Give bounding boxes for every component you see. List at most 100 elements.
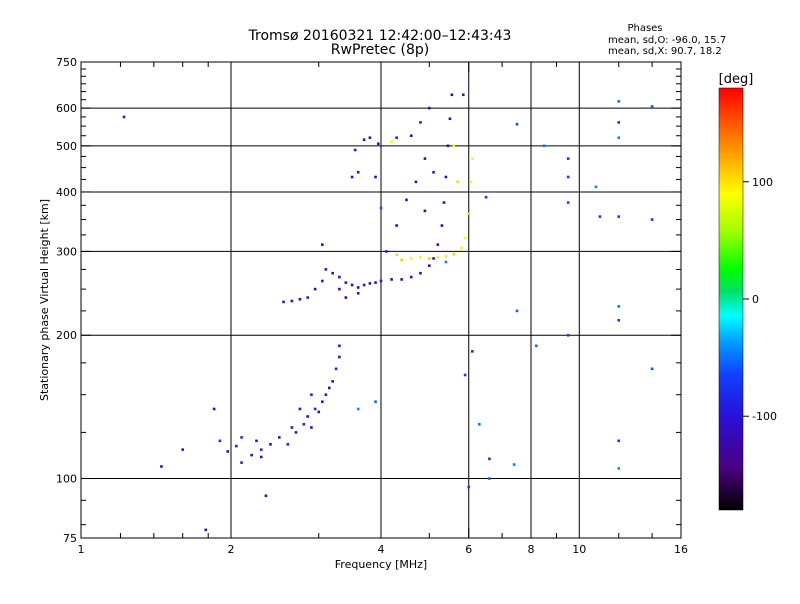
- data-point: [306, 296, 309, 299]
- data-point: [409, 275, 413, 279]
- data-point: [594, 185, 598, 189]
- data-point: [376, 142, 380, 146]
- data-point: [566, 157, 570, 160]
- data-point: [432, 170, 435, 174]
- data-point: [298, 297, 302, 301]
- x-tick-label: 10: [572, 543, 586, 556]
- colorbar-tick-label: 0: [752, 293, 759, 306]
- colorbar: [718, 87, 744, 511]
- data-point: [374, 175, 377, 179]
- legend-title: Phases: [627, 23, 662, 34]
- data-point: [290, 426, 294, 429]
- data-point: [617, 136, 621, 140]
- x-tick-label: 4: [378, 543, 385, 556]
- y-tick-label: 100: [56, 473, 77, 486]
- x-tick-label: 1: [78, 543, 85, 556]
- data-point: [321, 400, 324, 404]
- data-point: [122, 115, 126, 119]
- data-point: [409, 257, 413, 260]
- data-point: [405, 198, 408, 202]
- data-point: [240, 436, 243, 439]
- data-point: [362, 283, 366, 287]
- data-point: [488, 457, 491, 461]
- data-point: [444, 260, 448, 264]
- data-point: [617, 100, 621, 103]
- data-point: [344, 296, 348, 299]
- data-point: [463, 236, 467, 240]
- data-point: [334, 367, 338, 371]
- data-point: [390, 278, 393, 281]
- legend-line-o: mean, sd,O: -96.0, 15.7: [608, 35, 726, 46]
- chart-title: Tromsø 20160321 12:42:00–12:43:43: [248, 28, 512, 44]
- data-point: [313, 407, 317, 411]
- data-point: [448, 117, 452, 121]
- chart-subtitle: RwPretec (8p): [331, 42, 429, 58]
- data-point: [310, 393, 313, 397]
- data-point: [436, 255, 440, 259]
- data-point: [338, 355, 341, 359]
- x-tick-label: 16: [674, 543, 688, 556]
- data-point: [419, 255, 422, 259]
- data-point: [617, 305, 621, 308]
- data-point: [566, 175, 570, 179]
- data-point: [423, 157, 427, 160]
- data-point: [427, 106, 431, 110]
- data-point: [294, 431, 298, 434]
- data-point: [617, 318, 621, 322]
- data-point: [512, 463, 516, 466]
- data-point: [650, 367, 654, 371]
- data-point: [302, 422, 306, 426]
- grid-layer: [81, 62, 681, 538]
- y-tick-label: 400: [56, 186, 77, 199]
- data-point: [259, 448, 263, 451]
- y-tick-label: 500: [56, 140, 77, 153]
- data-point: [484, 195, 488, 199]
- data-point: [368, 136, 372, 140]
- data-point: [617, 439, 621, 443]
- data-point: [264, 494, 268, 498]
- data-point: [286, 443, 290, 446]
- data-point: [427, 257, 431, 260]
- data-point: [515, 122, 519, 126]
- data-point: [598, 215, 602, 218]
- data-point: [338, 287, 341, 291]
- data-point: [277, 436, 281, 439]
- y-tick-label: 300: [56, 245, 77, 258]
- colorbar-tick-label: 100: [752, 176, 773, 189]
- data-point: [313, 287, 317, 291]
- data-point: [395, 136, 398, 140]
- legend-line-x: mean, sd,X: 90.7, 18.2: [608, 46, 722, 57]
- x-tick-label: 2: [228, 543, 235, 556]
- data-point: [368, 282, 372, 285]
- data-point: [469, 180, 472, 184]
- data-point: [419, 271, 422, 275]
- ticks-layer: 1 2 4 6 16 8 10 75 100 200 300 400 500 600 750: [56, 56, 688, 556]
- data-point: [331, 271, 335, 275]
- data-point: [298, 407, 302, 411]
- data-point: [350, 175, 354, 179]
- data-point: [617, 467, 621, 470]
- data-point: [566, 333, 570, 337]
- data-point: [362, 138, 366, 142]
- data-point: [269, 443, 272, 446]
- data-point: [324, 268, 328, 271]
- data-point: [650, 218, 654, 221]
- data-point: [356, 170, 360, 174]
- data-point: [460, 246, 463, 250]
- data-point: [255, 439, 258, 443]
- data-point: [535, 344, 538, 348]
- data-point: [461, 93, 465, 97]
- data-point: [452, 144, 456, 148]
- data-point: [440, 224, 444, 227]
- data-point: [328, 386, 331, 390]
- data-point: [181, 448, 185, 451]
- colorbar-ticks: -100 0 100: [743, 176, 777, 423]
- x-axis-label: Frequency [MHz]: [335, 558, 427, 571]
- data-point: [617, 215, 621, 218]
- data-point: [488, 477, 491, 480]
- data-point: [617, 121, 621, 124]
- data-point: [374, 281, 377, 284]
- y-tick-label: 600: [56, 102, 77, 115]
